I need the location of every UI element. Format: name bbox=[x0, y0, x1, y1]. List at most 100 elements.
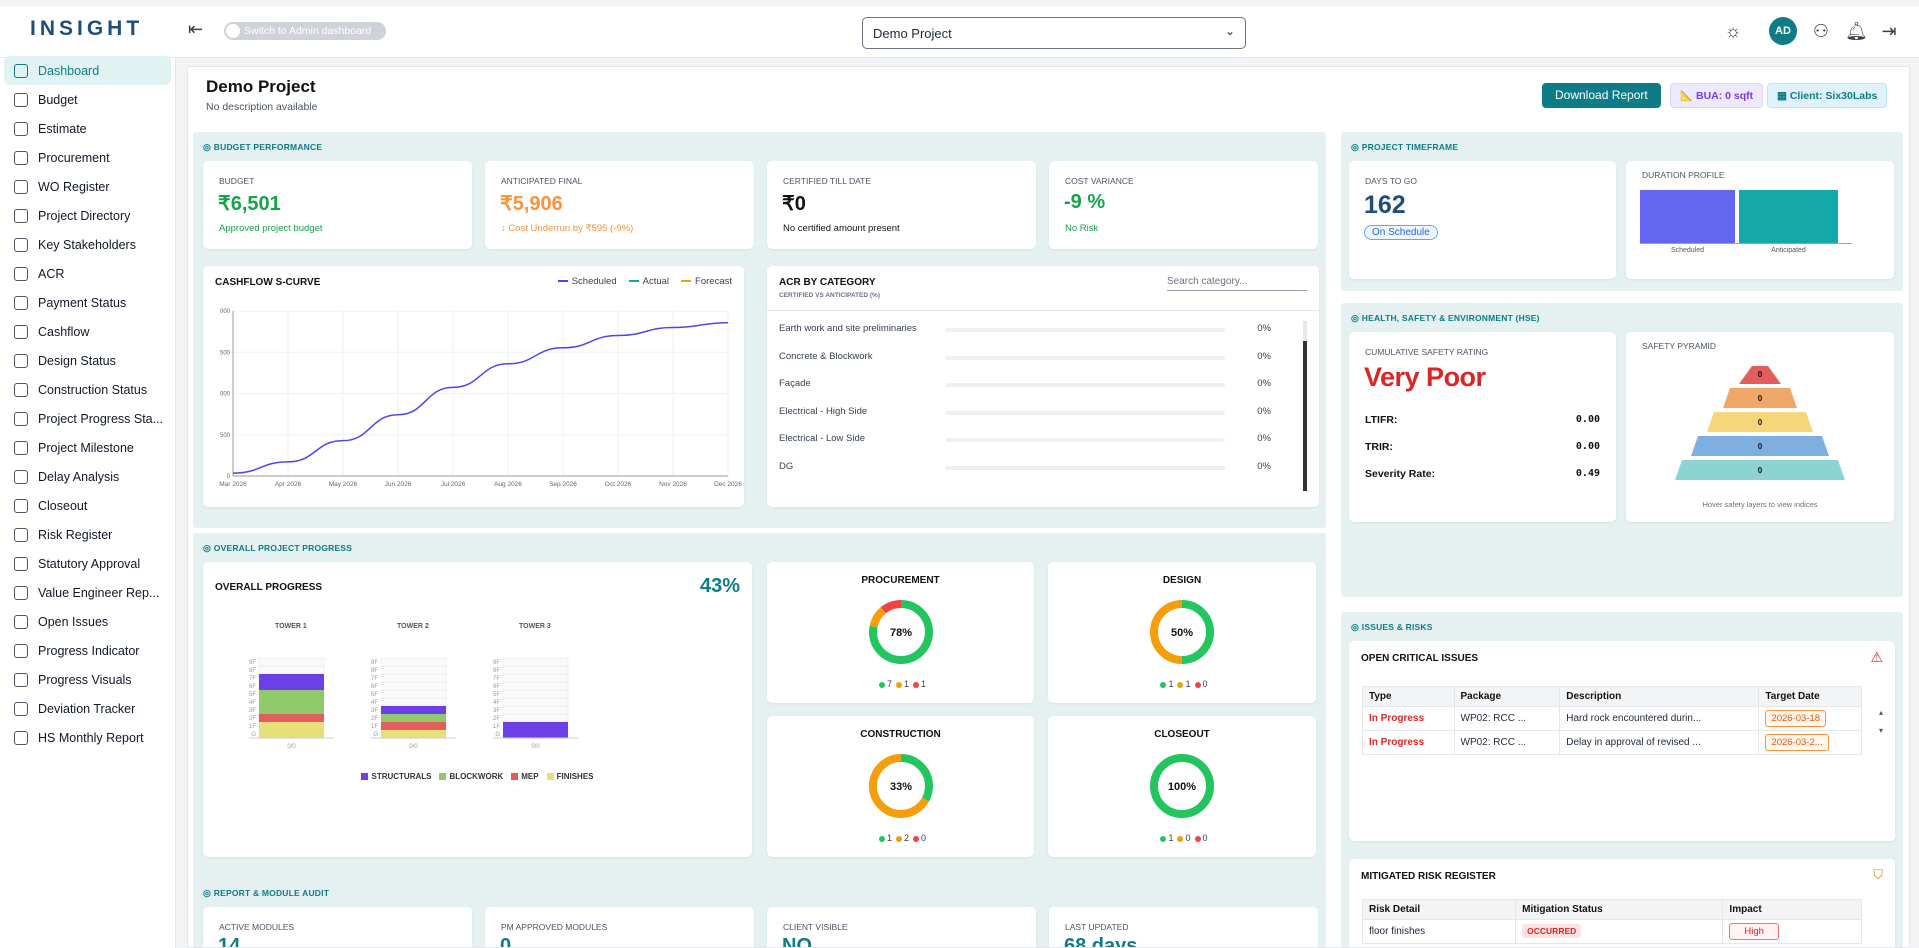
sidebar-item[interactable]: Statutory Approval bbox=[4, 549, 171, 578]
column-header[interactable]: Impact bbox=[1722, 899, 1862, 920]
alert-icon: ⚠ bbox=[1870, 649, 1883, 665]
donut-chart: 78% bbox=[869, 600, 933, 664]
donut-percent: 100% bbox=[1168, 781, 1196, 793]
floor-label: 3F bbox=[371, 708, 378, 714]
cell-text: floor finishes bbox=[1369, 926, 1426, 937]
sidebar-item[interactable]: Progress Indicator bbox=[4, 636, 171, 665]
sidebar-item[interactable]: Value Engineer Rep... bbox=[4, 578, 171, 607]
acr-category-row[interactable]: DG 0% bbox=[779, 458, 1291, 478]
donut-title: PROCUREMENT bbox=[861, 575, 940, 586]
table-cell: In Progress bbox=[1362, 706, 1455, 731]
scrollbar[interactable]: ▴ ▾ bbox=[1878, 708, 1883, 735]
nav-icon bbox=[14, 614, 28, 629]
search-category-input[interactable]: Search category... bbox=[1167, 276, 1307, 291]
acr-progress-bar bbox=[945, 410, 1225, 415]
floor-label: 7F bbox=[493, 676, 500, 682]
logout-icon[interactable]: ⇥ bbox=[1881, 20, 1897, 41]
acr-category-row[interactable]: Earth work and site preliminaries 0% bbox=[779, 320, 1291, 340]
acr-progress-bar bbox=[945, 438, 1225, 442]
tower-progress-chart: TOWER 1 G 1F 2F 3F 4F 5F 6F 7F 8F 9F 0/0 TOWER 2 G 1F 2… bbox=[249, 623, 578, 750]
column-header[interactable]: Type bbox=[1362, 686, 1455, 707]
table-row[interactable]: In Progress WP02: RCC ... Delay in approva… bbox=[1362, 730, 1862, 755]
acr-category-row[interactable]: Façade 0% bbox=[779, 375, 1291, 395]
floor-fill-structurals bbox=[259, 682, 324, 690]
sidebar-item[interactable]: WO Register bbox=[4, 172, 171, 201]
sidebar-item[interactable]: Design Status bbox=[4, 346, 171, 375]
x-tick-label: May 2026 bbox=[329, 481, 358, 488]
add-user-icon[interactable]: ⚇ bbox=[1812, 20, 1830, 41]
status-count: 1 bbox=[921, 679, 927, 689]
sidebar-item[interactable]: Dashboard bbox=[4, 56, 171, 85]
y-tick-label: 000 bbox=[220, 392, 231, 398]
sidebar-item[interactable]: Project Milestone bbox=[4, 433, 171, 462]
pyramid-value: 0 bbox=[1758, 466, 1763, 475]
project-timeframe-section: PROJECT TIMEFRAME DAYS TO GO 162 On Sche… bbox=[1341, 132, 1903, 291]
sidebar-item[interactable]: Project Progress Sta... bbox=[4, 404, 171, 433]
status-dot bbox=[1194, 681, 1201, 688]
collapse-sidebar-icon[interactable]: ⇤ bbox=[188, 19, 204, 39]
safety-pyramid[interactable]: 0 0 0 0 0 bbox=[1626, 354, 1894, 504]
nav-icon bbox=[14, 179, 28, 194]
section-title: REPORT & MODULE AUDIT bbox=[203, 888, 329, 899]
floor-label: 1F bbox=[371, 724, 378, 730]
sidebar-item[interactable]: Deviation Tracker bbox=[4, 694, 171, 723]
sidebar-item-label: Cashflow bbox=[38, 324, 90, 339]
floor-fill-blockwork bbox=[259, 706, 324, 714]
table-row[interactable]: floor finishes OCCURRED High bbox=[1361, 919, 1862, 944]
status-dot bbox=[895, 835, 902, 842]
download-report-button[interactable]: Download Report bbox=[1542, 83, 1661, 108]
donut-card-closeout: CLOSEOUT 100% 1 0 0 bbox=[1048, 716, 1316, 857]
admin-dashboard-toggle[interactable]: Switch to Admin dashboard bbox=[224, 22, 386, 40]
sidebar-item[interactable]: Procurement bbox=[4, 143, 171, 172]
status-dot bbox=[913, 681, 919, 688]
status-dot bbox=[1160, 835, 1167, 842]
acr-category-row[interactable]: Electrical - High Side 0% bbox=[779, 403, 1291, 423]
column-header[interactable]: Target Date bbox=[1758, 686, 1862, 707]
sidebar-item-label: Progress Indicator bbox=[38, 643, 140, 658]
sidebar-item[interactable]: Progress Visuals bbox=[4, 665, 171, 694]
app-logo[interactable]: INSIGHT bbox=[30, 17, 144, 40]
sidebar-item[interactable]: Key Stakeholders bbox=[4, 230, 171, 259]
page-subtitle: No description available bbox=[206, 101, 318, 113]
sidebar-item[interactable]: Construction Status bbox=[4, 375, 171, 404]
scrollbar[interactable] bbox=[1303, 321, 1307, 491]
sidebar-item[interactable]: Budget bbox=[4, 85, 171, 114]
kpi-value: -9 % bbox=[1064, 191, 1106, 213]
acr-category-row[interactable]: Concrete & Blockwork 0% bbox=[779, 348, 1291, 368]
sun-icon[interactable]: ☼ bbox=[1724, 20, 1742, 41]
y-tick-label: 500 bbox=[220, 433, 231, 439]
acr-progress-bar bbox=[945, 355, 1225, 360]
avatar[interactable]: AD bbox=[1769, 17, 1797, 45]
sidebar-item[interactable]: Cashflow bbox=[4, 317, 171, 346]
column-header[interactable]: Risk Detail bbox=[1361, 899, 1517, 920]
x-tick-label: Aug 2026 bbox=[494, 481, 522, 488]
acr-category-row[interactable]: Electrical - Low Side 0% bbox=[779, 430, 1291, 450]
pyramid-value: 0 bbox=[1758, 394, 1763, 403]
sidebar-item[interactable]: ACR bbox=[4, 259, 171, 288]
x-tick-label: Nov 2026 bbox=[659, 481, 687, 488]
column-header[interactable]: Package bbox=[1453, 686, 1561, 707]
sidebar-item[interactable]: Payment Status bbox=[4, 288, 171, 317]
column-header[interactable]: Description bbox=[1559, 686, 1760, 707]
kpi-value: 68 days bbox=[1064, 935, 1138, 948]
sidebar-item[interactable]: Risk Register bbox=[4, 520, 171, 549]
issue-status: In Progress bbox=[1369, 713, 1425, 724]
table-row[interactable]: In Progress WP02: RCC ... Hard rock encoun… bbox=[1362, 706, 1862, 731]
nav-icon bbox=[14, 498, 28, 513]
sidebar-item[interactable]: Delay Analysis bbox=[4, 462, 171, 491]
nav-icon bbox=[14, 527, 28, 542]
sidebar-item[interactable]: Open Issues bbox=[4, 607, 171, 636]
floor-fill-finishes bbox=[259, 730, 324, 738]
floor-fill-mep bbox=[259, 714, 324, 722]
sidebar-item[interactable]: Estimate bbox=[4, 114, 171, 143]
nav-icon bbox=[14, 643, 28, 658]
table-cell: 2026-03-2... bbox=[1758, 730, 1862, 755]
floor-fill-blockwork bbox=[259, 690, 324, 698]
donut-chart: 50% bbox=[1150, 600, 1214, 664]
sidebar-item[interactable]: HS Monthly Report bbox=[4, 723, 171, 752]
column-header[interactable]: Mitigation Status bbox=[1515, 899, 1724, 920]
sidebar-item[interactable]: Closeout bbox=[4, 491, 171, 520]
project-select[interactable]: Demo Project ⌄ bbox=[862, 17, 1246, 49]
bell-icon[interactable]: 🔔︎ bbox=[1845, 20, 1868, 41]
sidebar-item[interactable]: Project Directory bbox=[4, 201, 171, 230]
